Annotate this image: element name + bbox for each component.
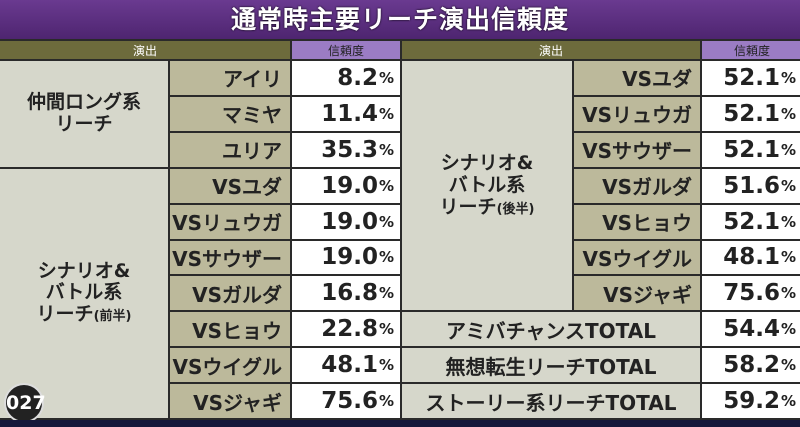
value-number: 52.1 xyxy=(723,208,780,235)
group-sub-label: (前半) xyxy=(93,309,132,325)
reach-name: VSヒョウ xyxy=(574,204,700,239)
reach-name: VSユダ xyxy=(170,168,290,203)
reliability-value: 48.1% xyxy=(292,348,400,383)
percent-sign: % xyxy=(378,212,394,231)
percent-sign: % xyxy=(780,68,796,87)
value-number: 8.2 xyxy=(337,64,378,91)
percent-sign: % xyxy=(780,104,796,123)
reach-name: VSリュウガ xyxy=(170,204,290,239)
reach-name: VSリュウガ xyxy=(574,96,700,131)
reach-group-label: シナリオ& バトル系 リーチ(後半) xyxy=(402,61,572,311)
reach-group-label: 仲間ロング系 リーチ xyxy=(0,61,168,167)
reliability-value: 48.1% xyxy=(702,240,800,275)
reach-name: VSヒョウ xyxy=(170,312,290,347)
value-number: 52.1 xyxy=(723,136,780,163)
reach-name: マミヤ xyxy=(170,96,290,131)
value-number: 51.6 xyxy=(723,172,780,199)
reach-name: VSガルダ xyxy=(170,276,290,311)
value-number: 11.4 xyxy=(321,100,378,127)
bottom-strip xyxy=(0,420,800,427)
group-label-text: シナリオ& バトル系 リーチ(前半) xyxy=(36,259,132,326)
total-name: ストーリー系リーチTOTAL xyxy=(402,384,700,418)
header-reliability: 信頼度 xyxy=(292,41,400,59)
value-number: 19.0 xyxy=(321,172,378,199)
value-number: 16.8 xyxy=(321,280,378,307)
reliability-value: 35.3% xyxy=(292,132,400,167)
value-number: 19.0 xyxy=(321,208,378,235)
page-number: 027 xyxy=(4,383,46,423)
percent-sign: % xyxy=(378,140,394,159)
group-label-text: 仲間ロング系 リーチ xyxy=(26,91,141,135)
reliability-value: 19.0% xyxy=(292,240,400,275)
reliability-value: 75.6% xyxy=(292,384,400,418)
reliability-value: 19.0% xyxy=(292,204,400,239)
value-number: 48.1 xyxy=(723,244,780,271)
value-number: 52.1 xyxy=(723,64,780,91)
reliability-value: 52.1% xyxy=(702,132,800,167)
value-number: 59.2 xyxy=(723,388,780,415)
percent-sign: % xyxy=(780,212,796,231)
reliability-value: 59.2% xyxy=(702,384,800,418)
value-number: 19.0 xyxy=(321,244,378,271)
percent-sign: % xyxy=(378,356,394,375)
reach-name: VSサウザー xyxy=(170,240,290,275)
reliability-value: 16.8% xyxy=(292,276,400,311)
reach-name: VSウイグル xyxy=(574,240,700,275)
percent-sign: % xyxy=(378,248,394,267)
reliability-value: 54.4% xyxy=(702,312,800,347)
group-label-text: シナリオ& バトル系 リーチ(後半) xyxy=(439,151,535,218)
reach-name: VSジャギ xyxy=(170,384,290,418)
percent-sign: % xyxy=(780,320,796,339)
header-performance: 演出 xyxy=(402,41,700,59)
percent-sign: % xyxy=(378,176,394,195)
value-number: 75.6 xyxy=(321,388,378,415)
value-number: 58.2 xyxy=(723,352,780,379)
value-number: 22.8 xyxy=(321,316,378,343)
reach-name: VSユダ xyxy=(574,61,700,95)
value-number: 48.1 xyxy=(321,352,378,379)
percent-sign: % xyxy=(378,320,394,339)
reliability-value: 11.4% xyxy=(292,96,400,131)
percent-sign: % xyxy=(378,104,394,123)
value-number: 75.6 xyxy=(723,280,780,307)
value-number: 35.3 xyxy=(321,136,378,163)
reliability-value: 8.2% xyxy=(292,61,400,95)
percent-sign: % xyxy=(378,68,394,87)
value-number: 52.1 xyxy=(723,100,780,127)
reliability-value: 51.6% xyxy=(702,168,800,203)
reach-name: ユリア xyxy=(170,132,290,167)
percent-sign: % xyxy=(378,392,394,411)
reliability-value: 75.6% xyxy=(702,276,800,311)
value-number: 54.4 xyxy=(723,316,780,343)
percent-sign: % xyxy=(780,248,796,267)
group-sub-label: (後半) xyxy=(496,201,535,217)
percent-sign: % xyxy=(780,392,796,411)
reliability-table: 演出 信頼度 演出 信頼度 仲間ロング系 リーチ シナリオ& バトル系 リーチ(前半) アイ… xyxy=(0,39,800,420)
reliability-value: 22.8% xyxy=(292,312,400,347)
reach-name: VSジャギ xyxy=(574,276,700,311)
reliability-value: 52.1% xyxy=(702,61,800,95)
table-title: 通常時主要リーチ演出信頼度 xyxy=(0,0,800,39)
header-reliability: 信頼度 xyxy=(702,41,800,59)
percent-sign: % xyxy=(378,284,394,303)
reliability-value: 52.1% xyxy=(702,96,800,131)
total-name: 無想転生リーチTOTAL xyxy=(402,348,700,383)
reach-group-label: シナリオ& バトル系 リーチ(前半) xyxy=(0,168,168,418)
percent-sign: % xyxy=(780,356,796,375)
reliability-value: 19.0% xyxy=(292,168,400,203)
header-performance: 演出 xyxy=(0,41,290,59)
reach-name: VSウイグル xyxy=(170,348,290,383)
total-name: アミバチャンスTOTAL xyxy=(402,312,700,347)
percent-sign: % xyxy=(780,284,796,303)
percent-sign: % xyxy=(780,176,796,195)
percent-sign: % xyxy=(780,140,796,159)
reach-name: VSサウザー xyxy=(574,132,700,167)
reach-name: アイリ xyxy=(170,61,290,95)
reach-name: VSガルダ xyxy=(574,168,700,203)
reliability-value: 58.2% xyxy=(702,348,800,383)
reliability-value: 52.1% xyxy=(702,204,800,239)
